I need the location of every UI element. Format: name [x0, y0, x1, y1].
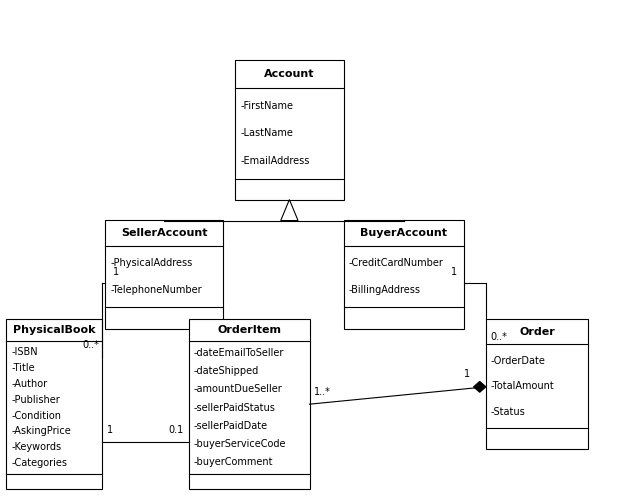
Text: PhysicalBook: PhysicalBook [13, 325, 95, 335]
Text: -ISBN: -ISBN [11, 347, 38, 357]
Text: -TelephoneNumber: -TelephoneNumber [110, 285, 202, 295]
Text: 1: 1 [107, 425, 113, 435]
Text: -FirstName: -FirstName [240, 101, 293, 111]
Bar [235, 60, 344, 200]
Text: -Status: -Status [491, 407, 526, 417]
Text: -buyerServiceCode: -buyerServiceCode [194, 439, 286, 449]
Text: SellerAccount: SellerAccount [121, 228, 207, 238]
Text: -CreditCardNumber: -CreditCardNumber [348, 258, 443, 268]
Text: 1: 1 [451, 267, 457, 277]
Bar [105, 220, 223, 329]
Text: -PhysicalAddress: -PhysicalAddress [110, 258, 193, 268]
Text: -Keywords: -Keywords [11, 443, 61, 453]
Text: 0.1: 0.1 [168, 425, 184, 435]
Polygon shape [474, 381, 486, 392]
Text: -Title: -Title [11, 363, 35, 373]
Text: -dateEmailToSeller: -dateEmailToSeller [194, 348, 284, 358]
Text: -AskingPrice: -AskingPrice [11, 427, 71, 437]
Text: 0..*: 0..* [491, 332, 508, 342]
Text: Account: Account [264, 69, 314, 79]
Text: BuyerAccount: BuyerAccount [360, 228, 448, 238]
Text: -dateShipped: -dateShipped [194, 366, 259, 376]
Text: 1..*: 1..* [314, 387, 331, 397]
Bar [486, 319, 588, 449]
Text: -OrderDate: -OrderDate [491, 356, 546, 366]
Text: -BillingAddress: -BillingAddress [348, 285, 420, 295]
Bar [344, 220, 464, 329]
Text: Order: Order [519, 327, 555, 337]
Text: -sellerPaidDate: -sellerPaidDate [194, 421, 268, 431]
Polygon shape [281, 200, 298, 221]
Text: 0..*: 0..* [82, 340, 99, 350]
Text: -amountDueSeller: -amountDueSeller [194, 384, 282, 394]
Bar [6, 319, 102, 489]
Text: -sellerPaidStatus: -sellerPaidStatus [194, 403, 275, 413]
Text: 1: 1 [113, 267, 119, 277]
Text: -Categories: -Categories [11, 459, 67, 469]
Text: -TotalAmount: -TotalAmount [491, 381, 555, 391]
Text: -Publisher: -Publisher [11, 395, 60, 405]
Text: OrderItem: OrderItem [217, 325, 281, 335]
Text: 1: 1 [464, 369, 470, 379]
Text: -Author: -Author [11, 379, 47, 389]
Text: -LastName: -LastName [240, 128, 293, 138]
Bar [189, 319, 310, 489]
Text: -buyerComment: -buyerComment [194, 457, 273, 467]
Text: -EmailAddress: -EmailAddress [240, 156, 310, 166]
Text: -Condition: -Condition [11, 411, 61, 421]
